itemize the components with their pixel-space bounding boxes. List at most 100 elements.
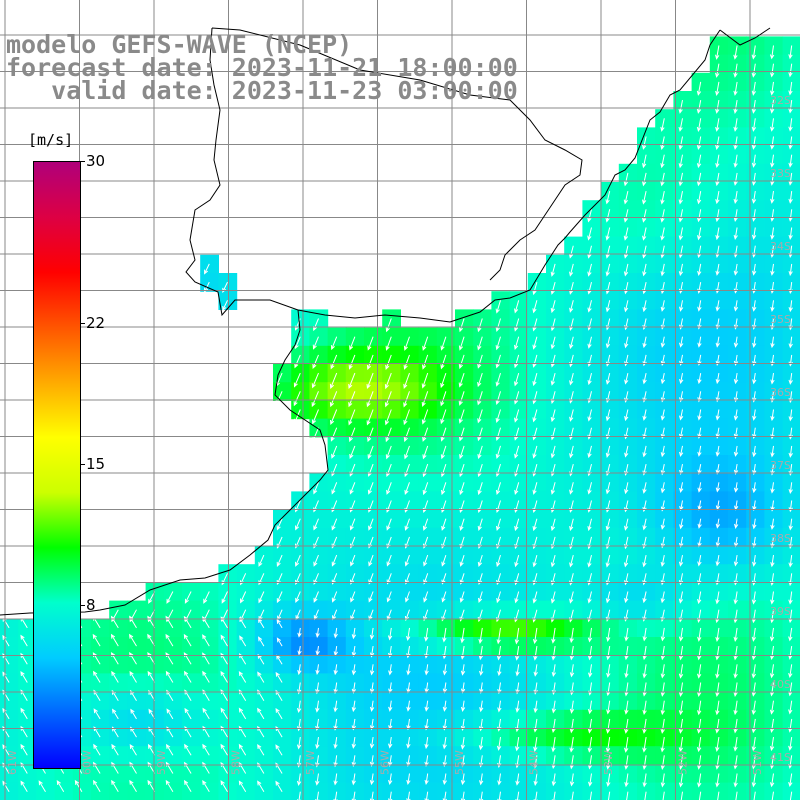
wind-speed-cell	[145, 637, 165, 656]
wind-speed-cell	[145, 709, 165, 729]
wind-arrow	[642, 664, 647, 679]
wind-speed-cell	[491, 782, 511, 800]
wind-speed-cell	[273, 746, 292, 765]
wind-speed-cell	[182, 655, 201, 674]
wind-arrow	[495, 427, 501, 441]
wind-arrow	[350, 591, 356, 603]
wind-arrow	[183, 633, 192, 647]
wind-arrow	[349, 336, 356, 351]
longitude-label: 53W	[602, 750, 615, 775]
wind-arrow	[788, 191, 793, 204]
wind-arrow	[351, 773, 356, 786]
wind-arrow	[388, 737, 393, 749]
wind-arrow	[441, 482, 447, 496]
wind-speed-cell	[91, 709, 110, 729]
wind-arrow	[715, 664, 720, 679]
wind-arrow	[423, 573, 429, 585]
wind-arrow	[715, 336, 720, 348]
wind-speed-cell	[254, 637, 274, 656]
wind-arrow	[111, 743, 119, 756]
wind-arrow	[660, 263, 665, 277]
wind-arrow	[696, 718, 702, 734]
wind-arrow	[458, 427, 465, 442]
wind-arrow	[697, 773, 702, 788]
wind-arrow	[404, 445, 410, 460]
wind-arrow	[752, 536, 757, 548]
wind-arrow	[660, 646, 666, 661]
wind-arrow	[733, 700, 738, 716]
wind-arrow	[514, 336, 520, 351]
wind-arrow	[442, 737, 447, 750]
wind-arrow	[752, 445, 757, 458]
wind-arrow	[697, 300, 702, 312]
wind-arrow	[258, 591, 265, 604]
wind-arrow	[679, 536, 684, 548]
wind-arrow	[514, 482, 520, 496]
wind-arrow	[551, 773, 557, 787]
wind-arrow	[624, 591, 629, 604]
wind-arrow	[751, 227, 757, 240]
wind-arrow	[696, 81, 702, 96]
wind-arrow	[460, 627, 465, 644]
wind-arrow	[770, 63, 775, 78]
wind-arrow	[514, 372, 520, 387]
wind-speed-cell	[218, 746, 238, 765]
wind-arrow	[477, 427, 483, 442]
wind-speed-cell	[200, 728, 219, 747]
wind-arrow	[422, 427, 429, 442]
wind-speed-cell	[54, 764, 74, 784]
wind-speed-cell	[200, 764, 219, 784]
wind-speed-cell	[618, 782, 638, 800]
wind-arrow	[788, 737, 793, 751]
wind-arrow	[276, 591, 283, 604]
wind-arrow	[422, 445, 429, 460]
wind-arrow	[624, 700, 629, 715]
wind-arrow	[551, 646, 556, 661]
wind-arrow	[587, 718, 593, 734]
wind-arrow	[660, 191, 665, 205]
wind-arrow	[276, 618, 283, 629]
wind-speed-cell	[109, 709, 128, 729]
wind-arrow	[788, 482, 793, 495]
wind-arrow	[551, 718, 556, 734]
wind-arrow	[733, 682, 738, 697]
wind-arrow	[678, 245, 683, 259]
wind-arrow	[715, 209, 720, 223]
wind-arrow	[440, 445, 447, 460]
wind-arrow	[605, 190, 611, 205]
wind-arrow	[532, 336, 538, 350]
wind-arrow	[424, 737, 429, 750]
wind-arrow	[624, 336, 629, 349]
wind-arrow	[569, 263, 574, 277]
wind-arrow	[424, 664, 429, 676]
wind-arrow	[514, 391, 520, 405]
wind-arrow	[388, 718, 393, 731]
wind-arrow	[642, 336, 647, 349]
wind-arrow	[569, 445, 574, 459]
wind-arrow	[715, 300, 720, 312]
wind-arrow	[660, 136, 665, 151]
wind-arrow	[275, 671, 283, 683]
wind-arrow	[678, 700, 684, 716]
wind-arrow	[751, 209, 757, 222]
wind-speed-cell	[163, 673, 183, 693]
wind-arrow	[496, 554, 501, 568]
wind-arrow	[751, 136, 757, 150]
wind-arrow	[348, 354, 356, 370]
wind-arrow	[495, 372, 501, 387]
wind-arrow	[587, 209, 592, 223]
wind-arrow	[697, 445, 702, 457]
wind-arrow	[605, 737, 611, 753]
wind-arrow	[369, 773, 375, 786]
wind-arrow	[752, 518, 757, 530]
wind-arrow	[696, 100, 702, 114]
wind-arrow	[496, 518, 501, 531]
wind-arrow	[587, 372, 592, 386]
wind-speed-cell	[236, 618, 256, 638]
wind-arrow	[660, 591, 665, 604]
wind-arrow	[384, 409, 392, 426]
wind-arrow	[642, 227, 647, 241]
wind-arrow	[733, 136, 738, 150]
wind-speed-cell	[673, 782, 693, 800]
wind-arrow	[662, 791, 665, 800]
